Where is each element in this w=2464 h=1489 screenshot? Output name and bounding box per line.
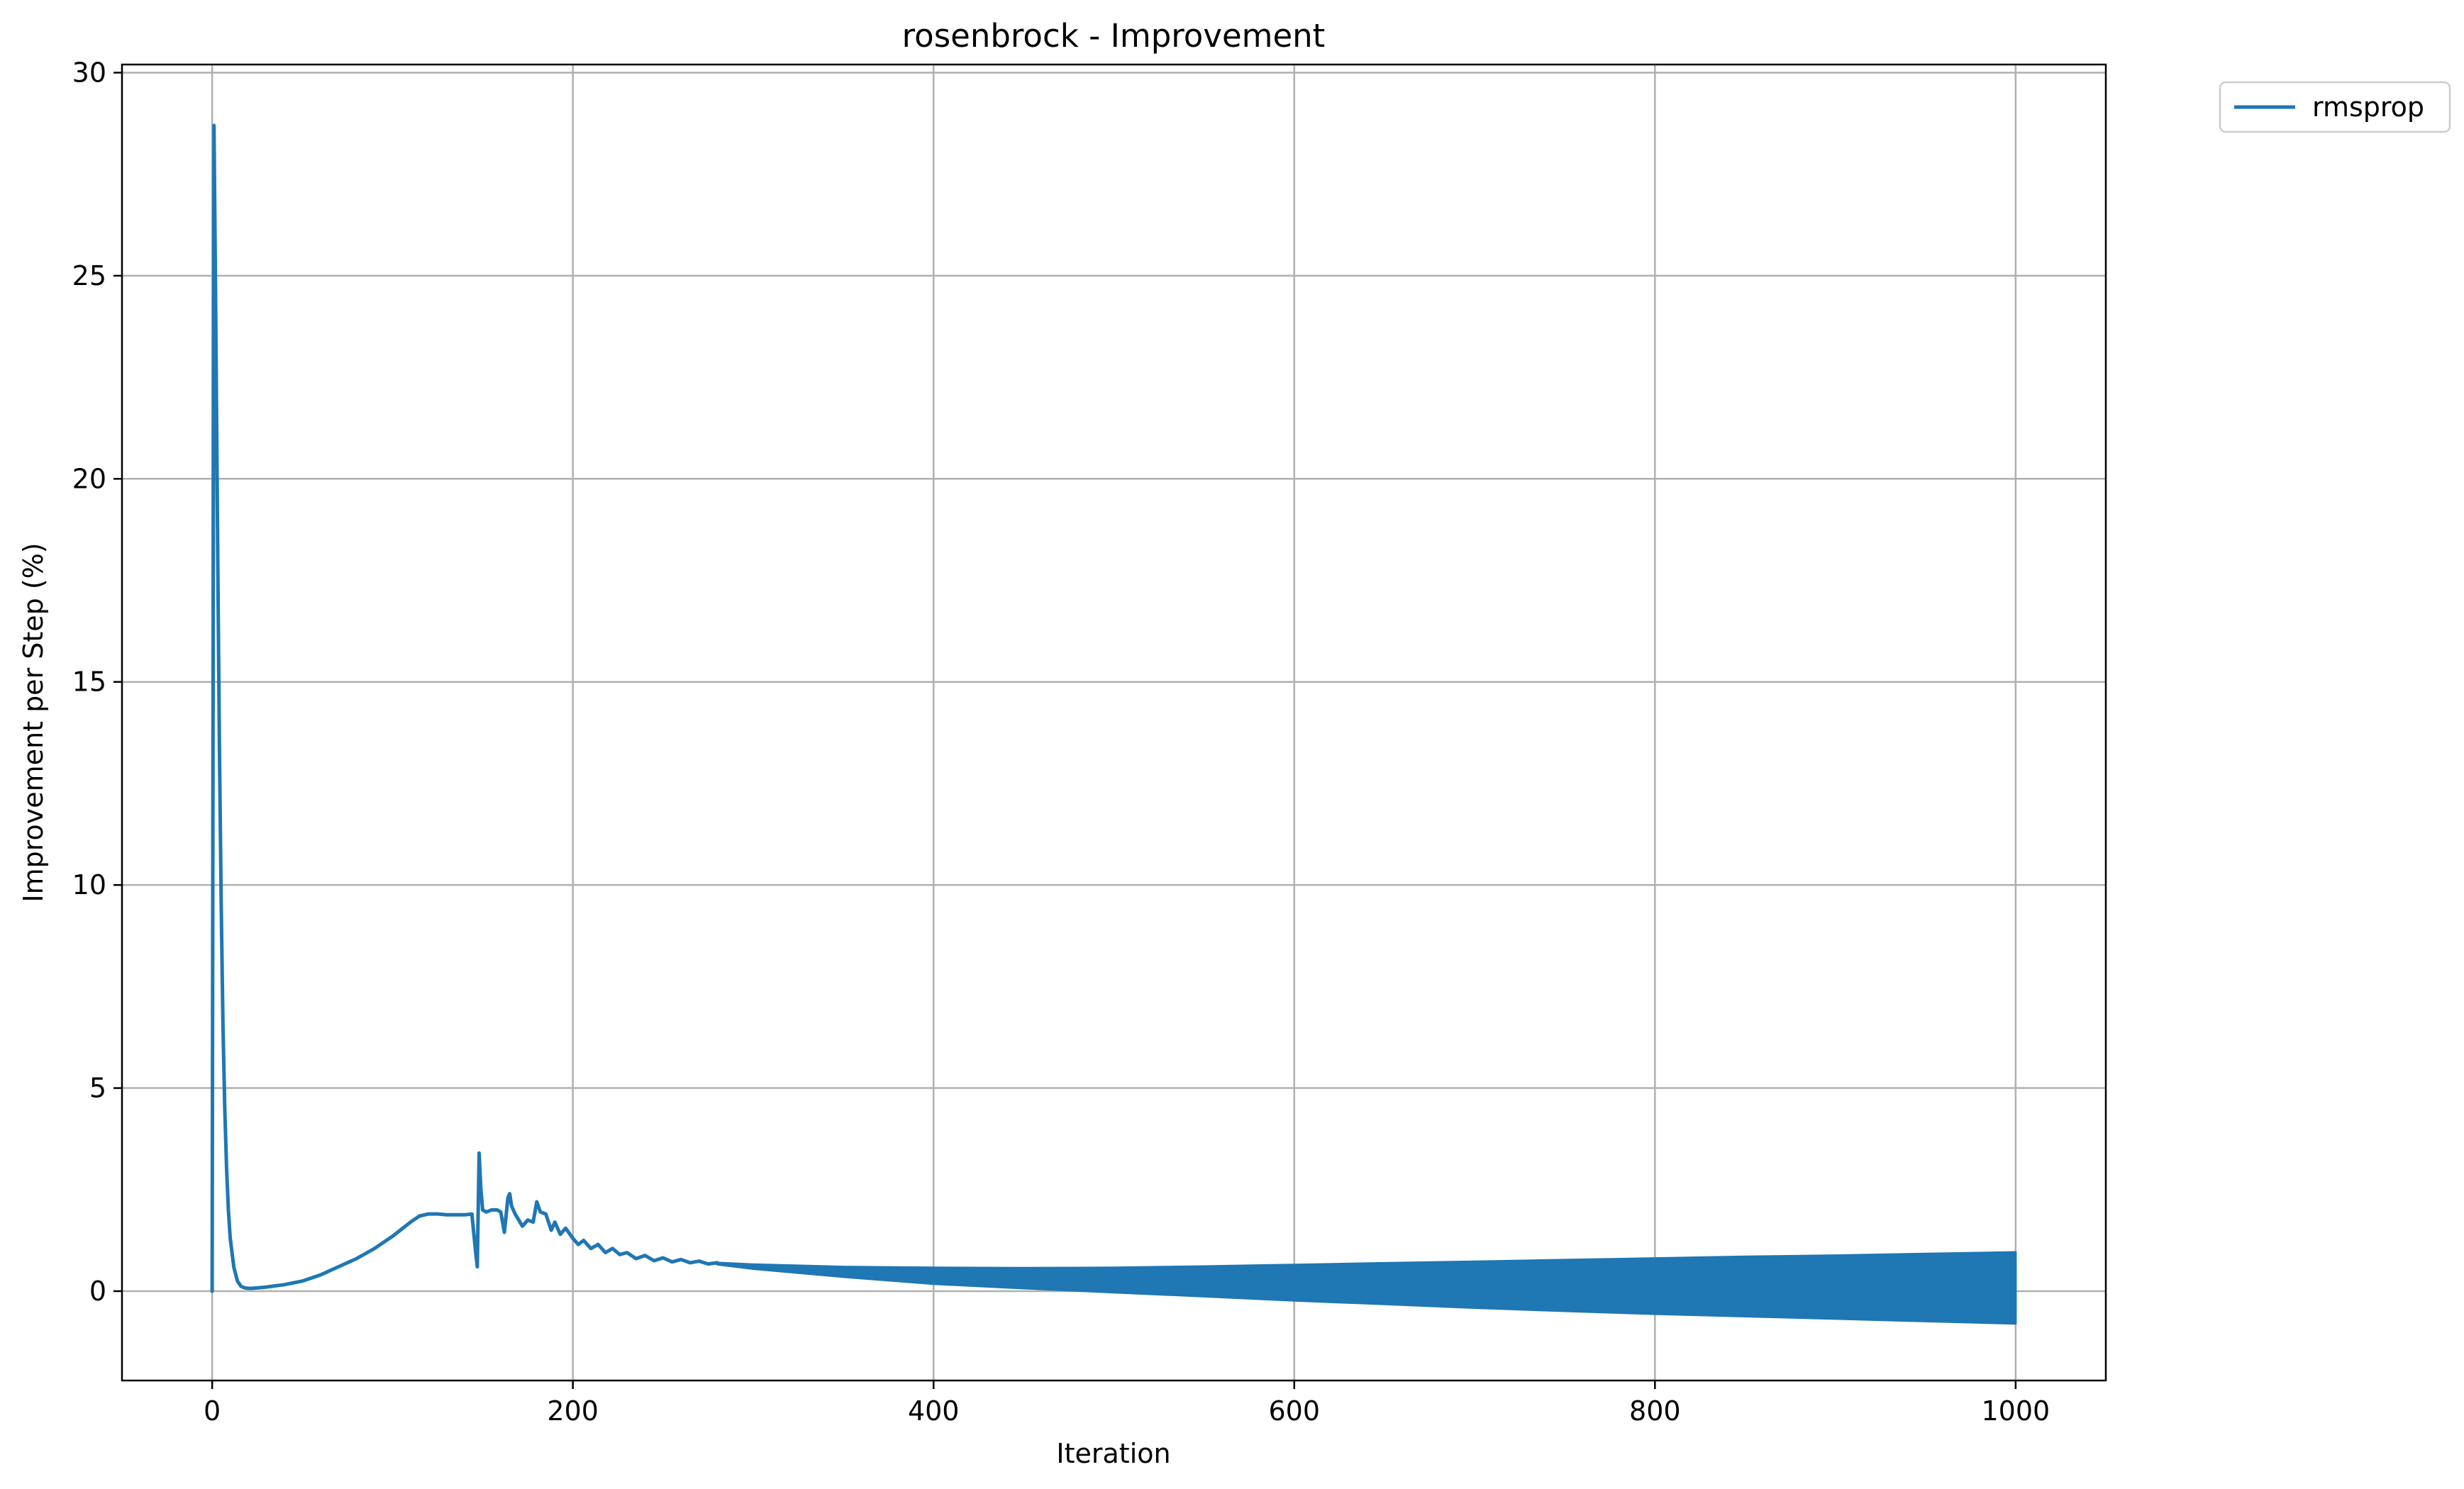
y-tick-label-4: 20 bbox=[72, 463, 106, 494]
series-layer bbox=[210, 123, 719, 1293]
x-tick-label-2: 400 bbox=[908, 1395, 960, 1427]
series-oscillation-band-rmsprop bbox=[716, 1251, 2017, 1325]
y-axis-label: Improvement per Step (%) bbox=[18, 542, 49, 902]
grid-layer bbox=[122, 65, 2106, 1381]
x-tick-label-0: 0 bbox=[204, 1395, 221, 1427]
x-tick-label-3: 600 bbox=[1269, 1395, 1321, 1427]
legend-label-rmsprop: rmsprop bbox=[2312, 91, 2424, 123]
x-tick-label-5: 1000 bbox=[1982, 1395, 2050, 1427]
series-line-rmsprop bbox=[210, 123, 719, 1293]
y-tick-label-6: 30 bbox=[72, 57, 106, 88]
plot-area-frame bbox=[121, 63, 2107, 1382]
y-tick-label-3: 15 bbox=[72, 667, 106, 698]
y-tick-label-5: 25 bbox=[72, 260, 106, 291]
tick-layer: 0 200 400 600 800 1000 0 5 10 15 20 25 30 bbox=[72, 57, 2050, 1427]
chart-title: rosenbrock - Improvement bbox=[902, 17, 1326, 55]
y-tick-label-2: 10 bbox=[72, 869, 106, 900]
x-tick-label-4: 800 bbox=[1629, 1395, 1681, 1427]
legend: rmsprop bbox=[2219, 81, 2451, 133]
oscillation-band-layer bbox=[716, 1251, 2017, 1325]
legend-box bbox=[2219, 81, 2451, 133]
y-tick-label-1: 5 bbox=[89, 1073, 106, 1104]
y-tick-label-0: 0 bbox=[89, 1276, 106, 1307]
x-axis-label: Iteration bbox=[1056, 1438, 1170, 1469]
x-tick-label-1: 200 bbox=[547, 1395, 599, 1427]
